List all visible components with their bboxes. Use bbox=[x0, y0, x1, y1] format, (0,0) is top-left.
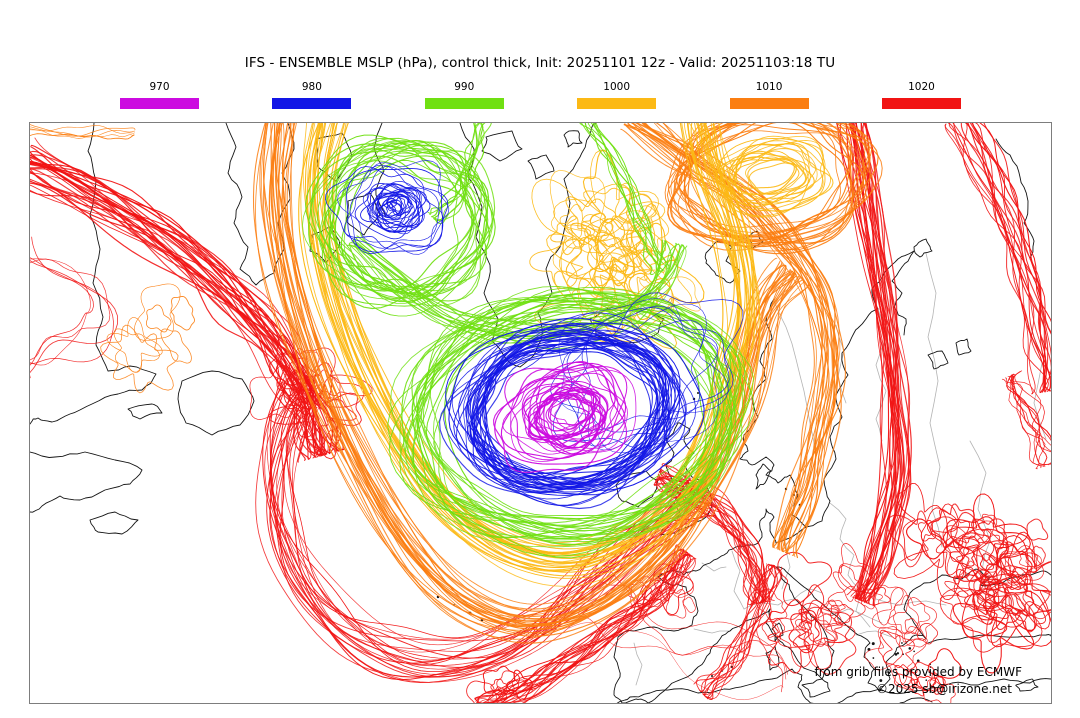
legend-swatch-970 bbox=[120, 98, 199, 109]
chart-title: IFS - ENSEMBLE MSLP (hPa), control thick… bbox=[244, 55, 836, 71]
pressure-legend: 970 980 990 1000 1010 1020 bbox=[120, 81, 961, 109]
map-frame: from grib files provided by ECMWF ©2025 … bbox=[29, 122, 1052, 704]
legend-item-1020: 1020 bbox=[881, 81, 961, 109]
legend-swatch-990 bbox=[424, 98, 504, 109]
legend-item-970: 970 bbox=[120, 81, 199, 109]
contours-1000hpa bbox=[298, 123, 834, 587]
legend-label: 980 bbox=[301, 81, 322, 93]
contours-990hpa bbox=[302, 123, 755, 559]
legend-swatch-1000 bbox=[577, 98, 657, 109]
legend-swatch-980 bbox=[272, 98, 352, 109]
contours-980hpa bbox=[325, 160, 744, 510]
contours-970hpa bbox=[493, 360, 637, 473]
legend-item-990: 990 bbox=[424, 81, 504, 109]
legend-item-1010: 1010 bbox=[729, 81, 809, 109]
legend-label: 1000 bbox=[603, 81, 631, 93]
legend-label: 1020 bbox=[908, 81, 935, 93]
legend-swatch-1020 bbox=[881, 98, 961, 109]
spaghetti-map bbox=[30, 123, 1051, 703]
legend-swatch-1010 bbox=[729, 98, 809, 109]
legend-label: 990 bbox=[454, 81, 475, 93]
legend-item-1000: 1000 bbox=[577, 81, 657, 109]
credit-copyright: ©2025 sb@irizone.net bbox=[876, 682, 1012, 696]
legend-label: 1010 bbox=[755, 81, 783, 93]
credit-source: from grib files provided by ECMWF bbox=[814, 665, 1022, 679]
legend-item-980: 980 bbox=[272, 81, 352, 109]
legend-label: 970 bbox=[149, 81, 170, 93]
